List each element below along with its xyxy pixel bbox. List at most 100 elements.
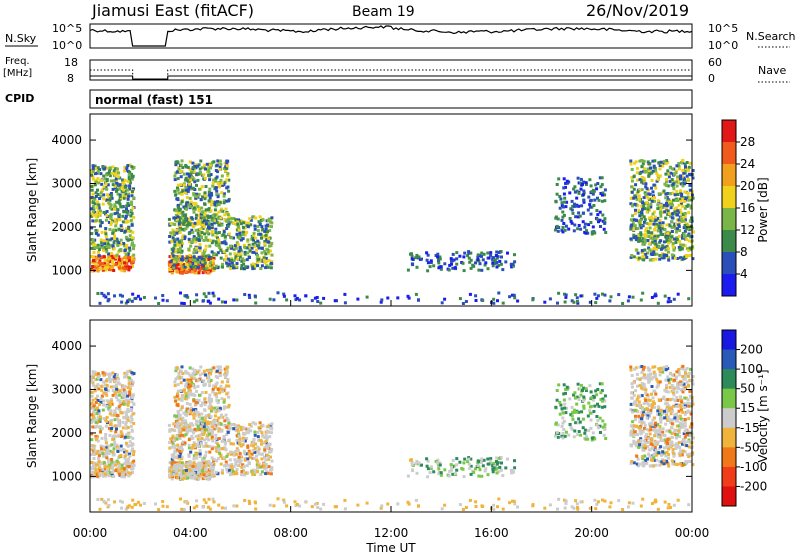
power-cell	[641, 207, 645, 211]
power-cell	[218, 221, 221, 225]
power-cell	[184, 164, 188, 167]
power-cell	[643, 238, 647, 242]
power-cell	[575, 204, 579, 208]
velocity-cell	[212, 427, 216, 431]
velocity-cell	[224, 371, 228, 375]
power-cell	[636, 251, 640, 255]
velocity-cell	[588, 405, 592, 409]
power-cell	[212, 160, 216, 164]
power-cell	[663, 210, 667, 214]
power-cell	[108, 243, 112, 247]
power-cell	[562, 177, 566, 181]
power-cell	[665, 238, 669, 242]
velocity-cell	[196, 471, 200, 475]
velocity-cell	[202, 444, 206, 448]
power-cell	[646, 160, 650, 164]
power-cell	[645, 226, 649, 230]
power-cell	[110, 221, 113, 224]
power-cell	[175, 170, 179, 174]
power-cell	[676, 213, 680, 217]
power-cell	[113, 171, 117, 175]
velocity-cell	[207, 427, 211, 431]
power-cell	[682, 235, 686, 239]
velocity-cell	[476, 464, 480, 467]
velocity-cell	[406, 474, 410, 478]
power-cell	[588, 203, 592, 207]
power-cell	[650, 199, 654, 203]
power-cell	[649, 222, 653, 226]
velocity-cell	[97, 376, 100, 379]
power-cell	[266, 219, 270, 223]
velocity-cell	[194, 422, 198, 426]
power-cell	[677, 181, 681, 184]
power-cell	[226, 174, 230, 178]
power-cell	[634, 208, 637, 212]
power-cell	[565, 181, 569, 185]
power-cell	[659, 160, 663, 164]
power-cell	[212, 219, 216, 223]
velocity-cell	[218, 374, 222, 377]
velocity-cell	[632, 432, 636, 436]
power-cell	[186, 165, 190, 169]
power-cell	[685, 255, 689, 258]
power-cell	[582, 200, 586, 204]
power-cell	[129, 261, 133, 265]
velocity-cell	[259, 473, 263, 476]
power-cell	[171, 236, 175, 240]
velocity-cell	[130, 463, 133, 467]
velocity-cell	[131, 396, 134, 399]
power-cell	[666, 212, 670, 216]
power-cell	[94, 194, 98, 198]
power-cell	[91, 201, 95, 205]
power-cell	[656, 207, 660, 211]
velocity-cell	[168, 461, 172, 465]
velocity-cell	[180, 365, 184, 369]
power-cell	[196, 220, 200, 224]
power-cell	[205, 264, 209, 268]
power-cell	[210, 222, 214, 226]
power-cell	[443, 262, 447, 266]
power-cell	[128, 184, 132, 188]
velocity-cell	[415, 471, 419, 475]
power-cell	[126, 201, 130, 205]
power-cell	[107, 201, 111, 205]
velocity-cell	[202, 458, 206, 462]
velocity-cell	[558, 412, 562, 416]
power-cell	[649, 250, 653, 254]
power-cell	[245, 258, 249, 262]
power-cell	[206, 170, 209, 174]
power-cell	[468, 260, 472, 264]
power-cell	[677, 167, 681, 171]
power-cell	[658, 240, 662, 244]
power-cell	[104, 185, 108, 189]
velocity-cell	[210, 435, 214, 439]
velocity-cell	[218, 407, 222, 411]
velocity-cell	[193, 443, 197, 447]
power-cell	[506, 251, 509, 255]
y-tick-label: 2000	[51, 220, 82, 234]
power-cell	[681, 158, 685, 162]
power-cell	[439, 267, 443, 271]
velocity-cell	[267, 457, 271, 461]
power-cell	[123, 185, 127, 189]
power-cell	[417, 255, 421, 259]
velocity-cell	[266, 456, 270, 460]
power-cell	[637, 233, 641, 237]
velocity-cell	[108, 433, 112, 437]
power-cell	[653, 236, 657, 240]
power-cell	[132, 244, 136, 248]
velocity-cell	[208, 445, 212, 448]
velocity-cell	[200, 469, 204, 473]
power-cell	[97, 254, 101, 258]
velocity-cell	[90, 379, 94, 383]
velocity-cell	[266, 429, 270, 433]
velocity-cell	[132, 372, 136, 375]
power-cell	[94, 262, 98, 266]
velocity-cell	[463, 457, 467, 461]
power-cell	[649, 215, 653, 219]
velocity-cell	[126, 407, 130, 411]
power-cell	[202, 251, 206, 255]
velocity-cell	[216, 401, 220, 405]
power-cell	[212, 257, 216, 260]
velocity-cell	[95, 463, 99, 467]
